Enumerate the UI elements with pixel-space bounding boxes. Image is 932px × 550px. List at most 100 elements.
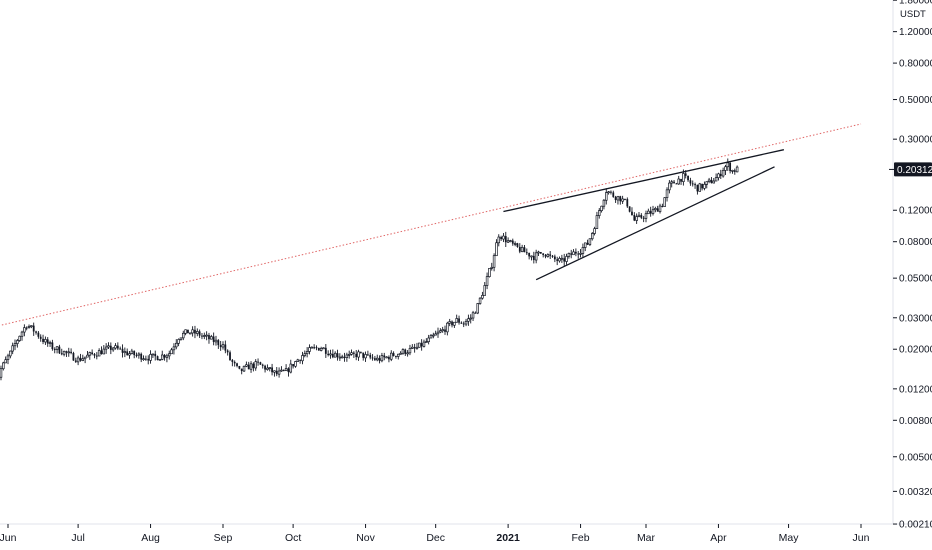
candle [485, 272, 489, 290]
candle [257, 358, 259, 366]
candle [691, 180, 694, 187]
candle-body-down [187, 329, 189, 334]
candle [62, 350, 66, 357]
candle [333, 351, 337, 358]
candle-body-down [247, 364, 250, 370]
candle-body-down [395, 355, 397, 357]
candle [383, 352, 386, 361]
y-tick-label: 0.05000 [899, 274, 932, 285]
candle [329, 349, 332, 359]
candle [55, 346, 59, 354]
candle-body-up [703, 183, 706, 189]
candle-body-down [229, 352, 231, 361]
candle-body-up [23, 327, 26, 333]
candle [151, 353, 155, 359]
candle [586, 239, 589, 246]
candle-body-up [616, 195, 620, 201]
candle-body-up [485, 276, 489, 286]
candle-body-down [633, 215, 636, 221]
candle [574, 248, 577, 257]
candle [170, 347, 173, 355]
candle [579, 249, 582, 258]
candle-body-up [289, 363, 293, 373]
candle-body-up [20, 331, 24, 337]
candle-body-up [88, 352, 92, 356]
candle [721, 167, 725, 178]
candle-body-up [380, 355, 384, 362]
candle [196, 328, 199, 337]
y-tick-label: 0.00500 [899, 452, 932, 463]
candle-body-down [388, 356, 390, 360]
candle [83, 356, 87, 364]
candle-body-up [357, 351, 360, 358]
candle-body-up [165, 355, 169, 358]
candle [217, 339, 220, 349]
candle [144, 355, 147, 361]
candle [9, 350, 12, 359]
candle [48, 340, 52, 347]
candle-body-down [259, 362, 262, 365]
candle [79, 353, 82, 362]
wedge-lower-line[interactable] [535, 166, 775, 281]
candle-body-up [184, 329, 187, 334]
candle [76, 355, 80, 366]
candle [273, 370, 276, 377]
candle-body-up [467, 318, 470, 322]
candle-body-up [303, 353, 307, 356]
candle-body-up [698, 183, 701, 192]
candle-body-up [137, 353, 141, 356]
candle [137, 352, 141, 359]
candle [203, 332, 206, 340]
candle [336, 349, 339, 361]
candle [570, 249, 573, 259]
y-tick-label: 0.00210 [899, 520, 932, 531]
candle [488, 267, 491, 278]
price-axis[interactable]: 1.80000 1.20000 0.80000 0.50000 0.30000 0.120… [889, 0, 932, 531]
candle [497, 234, 501, 247]
candle-body-up [177, 339, 180, 344]
candle-body-down [701, 183, 703, 189]
candle [126, 348, 129, 356]
candle-body-up [567, 253, 571, 257]
candle [156, 355, 159, 361]
candle-body-down [549, 254, 552, 256]
candle-body-down [53, 349, 56, 351]
candle-body-up [502, 235, 505, 240]
candle [65, 350, 68, 357]
candle-body-down [238, 365, 241, 369]
time-axis[interactable]: Jun Jul Aug Sep Oct Nov Dec 2021 Feb Mar Apr May Jun [0, 524, 870, 544]
candle [516, 242, 519, 248]
candle [287, 367, 290, 377]
candle-body-down [37, 332, 40, 337]
candle [687, 175, 689, 182]
candle [345, 352, 349, 362]
candle-body-up [441, 329, 444, 332]
candle [231, 358, 234, 367]
candle [513, 241, 517, 247]
x-tick-label: Nov [356, 532, 375, 544]
candle-body-up [448, 321, 451, 324]
candle [511, 238, 514, 246]
candle [350, 349, 353, 356]
candle [282, 369, 285, 372]
candle [467, 314, 470, 326]
candle [530, 255, 533, 261]
candle [214, 335, 218, 346]
candle [294, 360, 297, 368]
candle [331, 349, 334, 359]
candle [733, 168, 736, 175]
candle [520, 244, 524, 253]
candle-body-down [25, 327, 28, 329]
candle [644, 210, 648, 223]
wedge-upper-line[interactable] [503, 149, 785, 213]
candle-body-down [154, 353, 157, 357]
drawings-layer[interactable] [0, 123, 862, 327]
candle-body-up [735, 166, 739, 173]
candle [675, 182, 678, 185]
candle [58, 344, 61, 354]
candle [462, 321, 465, 328]
candle-body-up [408, 348, 412, 354]
candle [654, 206, 657, 213]
candle [624, 198, 626, 201]
